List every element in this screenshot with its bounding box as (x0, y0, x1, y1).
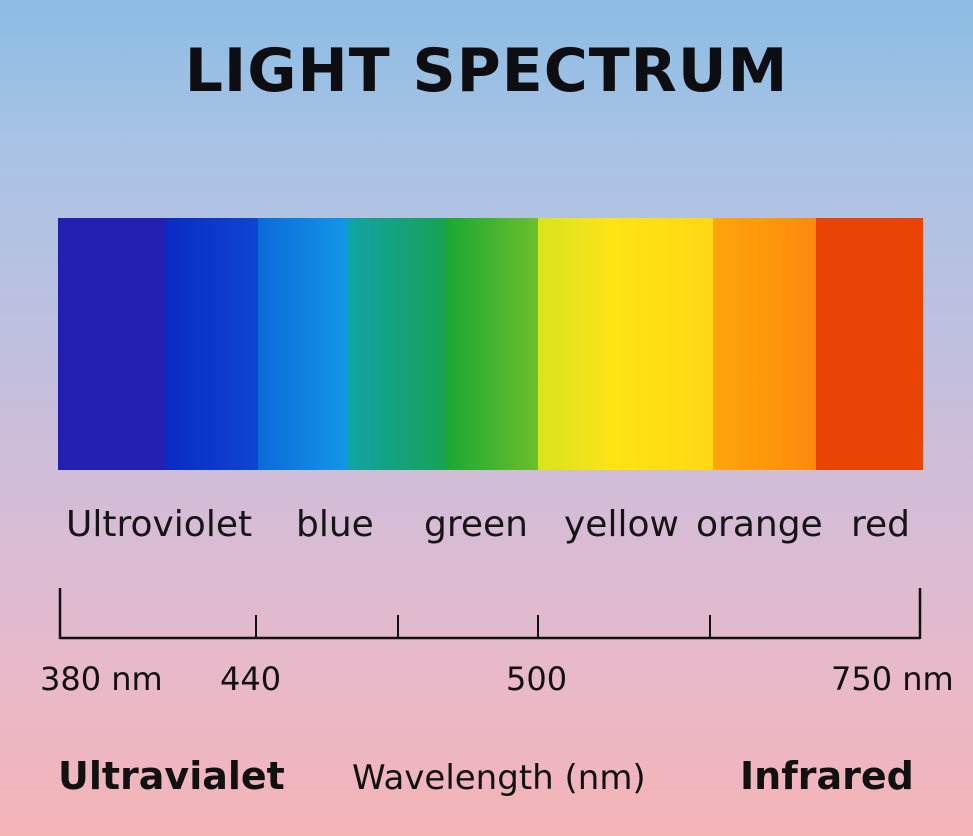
spectrum-segment-green (446, 218, 538, 470)
spectrum-segment-red (816, 218, 923, 470)
band-label-blue: blue (296, 504, 374, 545)
spectrum-bar (58, 218, 923, 470)
spectrum-segment-yellow (608, 218, 713, 470)
band-label-red: red (851, 504, 911, 545)
spectrum-segment-yellow-green (538, 218, 608, 470)
band-label-green: green (424, 504, 528, 545)
spectrum-segment-orange (713, 218, 816, 470)
band-label-yellow: yellow (564, 504, 679, 545)
tick-label-440: 440 (220, 660, 282, 698)
spectrum-segment-blue (258, 218, 348, 470)
tick-label-750: 750 nm (831, 660, 954, 698)
wavelength-axis-label: Wavelength (nm) (352, 758, 646, 798)
spectrum-segment-cyan (348, 218, 446, 470)
tick-label-500: 500 (506, 660, 568, 698)
page-title: LIGHT SPECTRUM (184, 36, 789, 106)
tick-label-380: 380 nm (40, 660, 163, 698)
spectrum-segment-violet (166, 218, 258, 470)
ultraviolet-label: Ultravialet (58, 754, 285, 798)
band-label-ultroviolet: Ultroviolet (66, 504, 253, 545)
band-label-orange: orange (696, 504, 823, 545)
infrared-label: Infrared (740, 754, 914, 798)
spectrum-segment-ultraviolet (58, 218, 166, 470)
